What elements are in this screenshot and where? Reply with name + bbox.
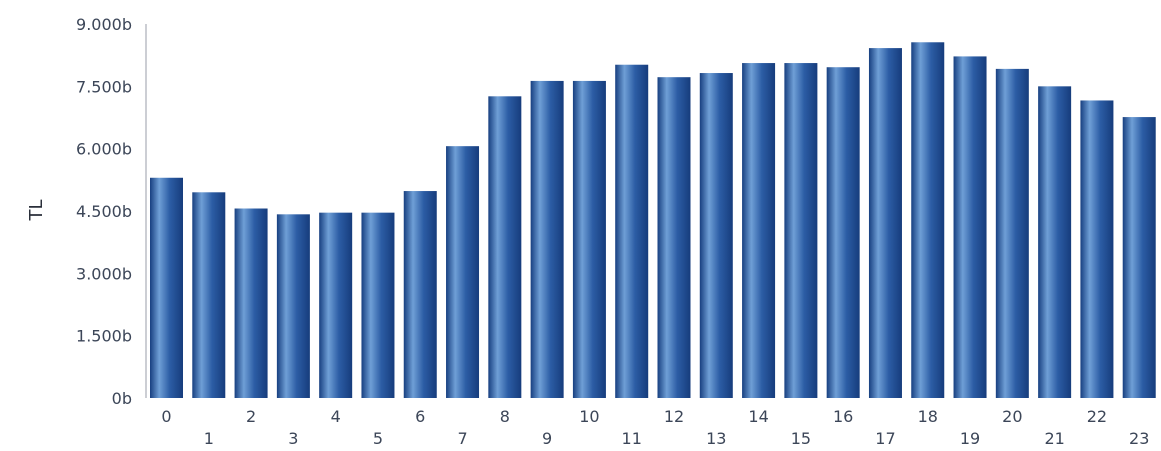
bar (192, 192, 226, 398)
y-tick-label: 7.500b (76, 77, 132, 96)
x-tick-label: 21 (1044, 429, 1064, 448)
x-tick-label: 5 (373, 429, 383, 448)
x-tick-label: 4 (331, 407, 341, 426)
x-tick-label: 22 (1087, 407, 1107, 426)
x-tick-label: 14 (748, 407, 768, 426)
x-tick-label: 11 (622, 429, 642, 448)
bar (488, 96, 522, 398)
bar (1122, 117, 1156, 398)
bar (234, 208, 268, 398)
bar (276, 214, 310, 398)
x-tick-label: 15 (791, 429, 811, 448)
bar (150, 177, 183, 398)
bar (403, 191, 437, 398)
x-tick-label: 12 (664, 407, 684, 426)
x-tick-label: 6 (415, 407, 425, 426)
bar (657, 77, 691, 398)
x-tick-label: 7 (457, 429, 467, 448)
y-tick-label: 4.500b (76, 202, 132, 221)
x-tick-label: 13 (706, 429, 726, 448)
bars (150, 42, 1156, 399)
bar (530, 80, 564, 399)
bar (742, 63, 776, 399)
x-tick-label: 2 (246, 407, 256, 426)
y-tick-label: 0b (112, 389, 132, 408)
x-tick-label: 19 (960, 429, 980, 448)
y-tick-label: 6.000b (76, 140, 132, 159)
y-axis-title: TL (26, 199, 47, 221)
y-tick-label: 9.000b (76, 15, 132, 34)
bar (361, 212, 395, 398)
x-tick-label: 1 (204, 429, 214, 448)
y-axis-title-group: TL (26, 199, 47, 221)
x-tick-label: 3 (288, 429, 298, 448)
bar (868, 48, 902, 398)
x-tick-label: 23 (1129, 429, 1149, 448)
bar (319, 212, 353, 398)
bar (446, 146, 480, 398)
bar (911, 42, 945, 398)
x-tick-label: 8 (500, 407, 510, 426)
x-tick-label: 16 (833, 407, 853, 426)
x-tick-label: 20 (1002, 407, 1022, 426)
bar (995, 68, 1029, 398)
bar (572, 80, 606, 399)
y-axis-ticks: 0b 1.500b 3.000b 4.500b 6.000b 7.500b 9.000b (76, 15, 132, 408)
bar (953, 56, 987, 398)
x-tick-label: 10 (579, 407, 599, 426)
x-tick-label: 0 (161, 407, 171, 426)
bar (615, 64, 649, 398)
bar (826, 67, 860, 398)
x-tick-label: 9 (542, 429, 552, 448)
bar (1080, 100, 1114, 399)
y-tick-label: 3.000b (76, 264, 132, 283)
x-tick-label: 18 (918, 407, 938, 426)
x-tick-label: 17 (875, 429, 895, 448)
bar (784, 63, 818, 399)
bar (699, 73, 733, 398)
bar (1038, 86, 1072, 398)
y-tick-label: 1.500b (76, 327, 132, 346)
